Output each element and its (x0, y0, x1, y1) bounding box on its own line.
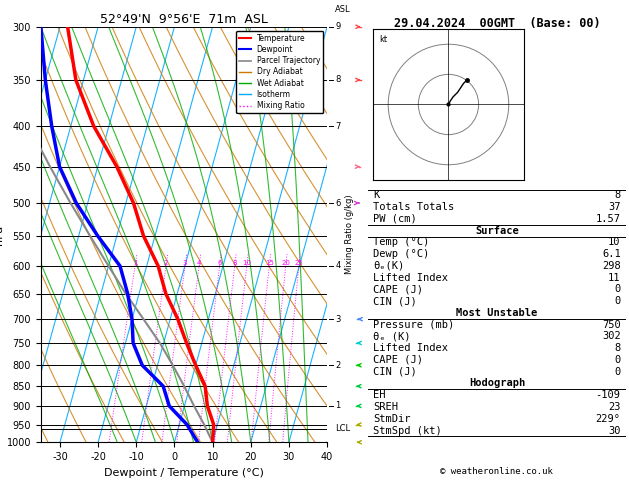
Text: 4: 4 (335, 261, 341, 270)
Text: 3: 3 (335, 314, 341, 324)
Text: StmSpd (kt): StmSpd (kt) (373, 426, 442, 435)
Text: 229°: 229° (596, 414, 621, 424)
Text: 30: 30 (608, 426, 621, 435)
Text: Lifted Index: Lifted Index (373, 273, 448, 283)
Text: Pressure (mb): Pressure (mb) (373, 320, 454, 330)
Text: 8: 8 (615, 343, 621, 353)
Text: Temp (°C): Temp (°C) (373, 238, 430, 247)
Text: 7: 7 (335, 122, 341, 131)
Text: Lifted Index: Lifted Index (373, 343, 448, 353)
Text: StmDir: StmDir (373, 414, 411, 424)
Text: © weatheronline.co.uk: © weatheronline.co.uk (440, 467, 554, 476)
Text: CAPE (J): CAPE (J) (373, 284, 423, 295)
Text: 23: 23 (608, 402, 621, 412)
Text: 1: 1 (133, 260, 137, 266)
Text: Surface: Surface (475, 226, 519, 236)
Text: 4: 4 (197, 260, 201, 266)
Text: 8: 8 (335, 75, 341, 85)
Text: 1.57: 1.57 (596, 214, 621, 224)
Text: ASL: ASL (335, 4, 351, 14)
Text: Mixing Ratio (g/kg): Mixing Ratio (g/kg) (345, 195, 354, 274)
Text: 9: 9 (335, 22, 341, 31)
Text: 3: 3 (183, 260, 187, 266)
Text: Hodograph: Hodograph (469, 379, 525, 388)
Text: kt: kt (379, 35, 387, 44)
Text: 750: 750 (602, 320, 621, 330)
Text: CAPE (J): CAPE (J) (373, 355, 423, 365)
Text: 2: 2 (164, 260, 168, 266)
Title: 52°49'N  9°56'E  71m  ASL: 52°49'N 9°56'E 71m ASL (100, 13, 268, 26)
Y-axis label: hPa: hPa (0, 225, 4, 244)
Text: 0: 0 (615, 355, 621, 365)
Text: 6.1: 6.1 (602, 249, 621, 259)
Text: 37: 37 (608, 202, 621, 212)
Text: 6: 6 (218, 260, 222, 266)
Text: PW (cm): PW (cm) (373, 214, 417, 224)
Text: K: K (373, 191, 379, 200)
Text: θₑ(K): θₑ(K) (373, 261, 404, 271)
Text: 10: 10 (608, 238, 621, 247)
Text: 25: 25 (294, 260, 303, 266)
Text: θₑ (K): θₑ (K) (373, 331, 411, 342)
Legend: Temperature, Dewpoint, Parcel Trajectory, Dry Adiabat, Wet Adiabat, Isotherm, Mi: Temperature, Dewpoint, Parcel Trajectory… (236, 31, 323, 113)
Text: 8: 8 (233, 260, 237, 266)
Text: EH: EH (373, 390, 386, 400)
Text: LCL: LCL (335, 424, 350, 434)
Text: 0: 0 (615, 367, 621, 377)
Text: 29.04.2024  00GMT  (Base: 00): 29.04.2024 00GMT (Base: 00) (394, 17, 600, 30)
Text: 1: 1 (335, 401, 341, 410)
Text: 302: 302 (602, 331, 621, 342)
Text: CIN (J): CIN (J) (373, 296, 417, 306)
Text: 8: 8 (615, 191, 621, 200)
Text: 6: 6 (335, 199, 341, 208)
Text: 10: 10 (242, 260, 251, 266)
Text: 20: 20 (281, 260, 290, 266)
Text: CIN (J): CIN (J) (373, 367, 417, 377)
Text: 2: 2 (335, 361, 341, 370)
Text: Most Unstable: Most Unstable (456, 308, 538, 318)
Text: 11: 11 (608, 273, 621, 283)
Text: 15: 15 (265, 260, 274, 266)
Text: 0: 0 (615, 296, 621, 306)
Text: Dewp (°C): Dewp (°C) (373, 249, 430, 259)
Text: 298: 298 (602, 261, 621, 271)
Text: 0: 0 (615, 284, 621, 295)
X-axis label: Dewpoint / Temperature (°C): Dewpoint / Temperature (°C) (104, 468, 264, 478)
Text: -109: -109 (596, 390, 621, 400)
Text: SREH: SREH (373, 402, 398, 412)
Text: Totals Totals: Totals Totals (373, 202, 454, 212)
